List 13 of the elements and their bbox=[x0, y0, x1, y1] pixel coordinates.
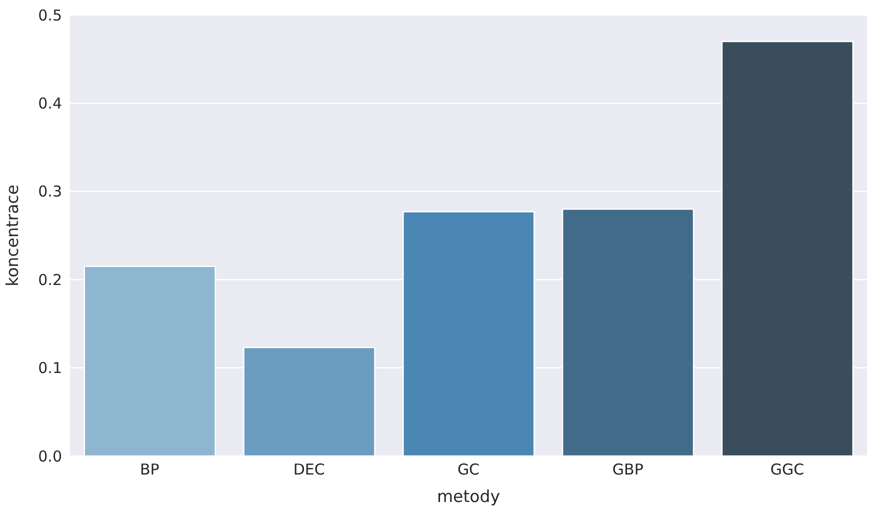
y-tick-label: 0.2 bbox=[38, 270, 62, 289]
y-tick-label: 0.4 bbox=[38, 94, 62, 113]
x-tick-label: GGC bbox=[770, 460, 804, 479]
y-tick-label: 0.1 bbox=[38, 359, 62, 378]
y-tick-label: 0.0 bbox=[38, 447, 62, 466]
y-tick-label: 0.3 bbox=[38, 182, 62, 201]
y-tick-label: 0.5 bbox=[38, 6, 62, 24]
x-tick-label: DEC bbox=[293, 460, 325, 479]
x-tick-label: GBP bbox=[612, 460, 644, 479]
x-tick-label: BP bbox=[140, 460, 160, 479]
y-axis-title: koncentrace bbox=[2, 184, 22, 286]
x-tick-label: GC bbox=[457, 460, 480, 479]
x-axis-title: metody bbox=[436, 487, 500, 506]
